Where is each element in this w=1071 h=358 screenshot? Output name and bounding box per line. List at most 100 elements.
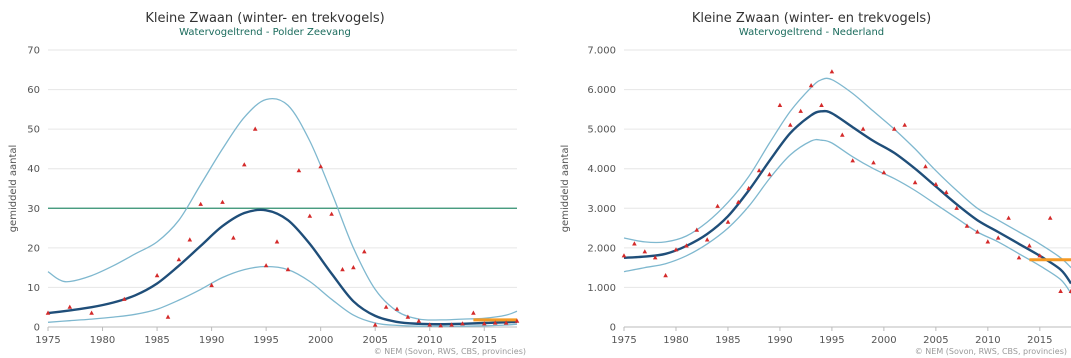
observed-point — [67, 304, 73, 309]
observed-point — [209, 282, 214, 288]
observed-point — [438, 323, 443, 328]
chart-plot: 0 1.000 2.000 3.000 4.000 5.000 6.000 7.000 1975… — [560, 46, 1071, 346]
lower-confidence-line — [623, 138, 1071, 294]
observed-point — [964, 223, 970, 228]
observed-point — [715, 203, 720, 208]
y-tick-label: 1.000 — [587, 283, 616, 294]
observed-point — [694, 227, 700, 232]
lower-confidence-line — [47, 265, 518, 327]
observed-point — [819, 102, 824, 107]
x-tick-label: 1980 — [663, 335, 688, 346]
chart-credit: © NEM (Sovon, RWS, CBS, provincies) — [914, 347, 1067, 356]
y-tick-label: 70 — [27, 46, 40, 57]
observed-point — [492, 320, 498, 325]
observed-point — [471, 310, 476, 315]
observed-point — [427, 322, 432, 327]
y-tick-label: 20 — [27, 243, 40, 254]
upper-confidence-line — [47, 97, 518, 321]
observed-point — [394, 306, 400, 311]
observed-point — [460, 321, 465, 326]
x-tick-label: 2000 — [308, 335, 333, 346]
x-tick-label: 1990 — [199, 335, 224, 346]
x-tick-label: 1975 — [611, 335, 636, 346]
y-tick-label: 0 — [34, 323, 40, 334]
observed-point — [756, 168, 762, 173]
observed-point — [850, 158, 855, 163]
x-tick-label: 1985 — [715, 335, 740, 346]
observed-point — [351, 265, 356, 270]
y-tick-label: 3.000 — [587, 204, 616, 215]
observed-point — [1027, 243, 1032, 248]
observed-point — [736, 199, 741, 204]
x-tick-label: 1985 — [144, 335, 169, 346]
x-tick-label: 1975 — [35, 335, 60, 346]
upper-confidence-line — [623, 77, 1071, 269]
observed-point — [482, 321, 487, 326]
observed-point — [829, 69, 835, 74]
chart-panel-nederland: Kleine Zwaan (winter- en trekvogels) Wat… — [552, 0, 1071, 358]
observed-point — [176, 257, 182, 262]
observed-point — [449, 322, 454, 327]
x-tick-label: 2005 — [923, 335, 948, 346]
y-tick-label: 4.000 — [587, 164, 616, 175]
trend-line — [623, 109, 1071, 285]
observed-point — [187, 237, 193, 242]
observed-point — [840, 132, 845, 137]
y-tick-label: 30 — [27, 204, 40, 215]
observed-point — [1068, 288, 1071, 293]
chart-title: Kleine Zwaan (winter- en trekvogels) — [145, 11, 385, 26]
observed-point — [621, 253, 627, 258]
observed-point — [154, 273, 160, 278]
y-tick-label: 2.000 — [587, 243, 616, 254]
observed-point — [220, 199, 225, 204]
observed-point — [777, 102, 783, 107]
x-tick-label: 1995 — [819, 335, 844, 346]
chart-panel-zeevang: Kleine Zwaan (winter- en trekvogels) Wat… — [0, 0, 530, 358]
observed-point — [340, 267, 345, 272]
observed-point — [383, 304, 389, 309]
observed-point — [632, 241, 637, 246]
chart-credit: © NEM (Sovon, RWS, CBS, provincies) — [373, 347, 526, 356]
observed-point — [242, 162, 247, 167]
observed-point — [808, 83, 814, 88]
trend-line — [47, 208, 518, 326]
observed-point — [45, 310, 51, 315]
observed-point — [933, 181, 939, 187]
observed-point — [954, 205, 959, 210]
observed-point — [372, 322, 378, 327]
observed-point — [405, 314, 411, 319]
observed-point — [198, 201, 203, 206]
observed-point — [944, 189, 949, 195]
observed-point — [892, 126, 897, 131]
observed-point — [1006, 215, 1011, 220]
observed-point — [995, 235, 1001, 240]
observed-point — [1037, 253, 1043, 258]
observed-point — [860, 126, 866, 131]
observed-point — [673, 247, 679, 252]
chart-plot: 0 10 20 30 40 50 60 70 1975 1980 1985 1990 1995 2000 2… — [8, 46, 520, 346]
observed-point — [652, 255, 658, 260]
observed-point — [514, 318, 520, 323]
observed-point — [231, 235, 236, 240]
observed-point — [329, 211, 334, 216]
chart-subtitle: Watervogeltrend - Nederland — [738, 27, 885, 38]
observed-point — [1016, 255, 1022, 260]
observed-point — [881, 170, 887, 175]
chart-title: Kleine Zwaan (winter- en trekvogels) — [691, 11, 932, 26]
observed-point — [274, 239, 280, 244]
x-tick-label: 1995 — [253, 335, 278, 346]
x-tick-label: 1990 — [767, 335, 792, 346]
x-tick-label: 2015 — [472, 335, 497, 346]
y-tick-label: 5.000 — [587, 125, 616, 136]
observed-point — [704, 237, 710, 242]
observed-point — [663, 273, 668, 278]
y-tick-label: 7.000 — [587, 46, 616, 57]
y-axis-label: gemiddeld aantal — [560, 145, 571, 233]
observed-point — [912, 180, 918, 185]
observed-point — [89, 310, 94, 315]
observed-point — [318, 164, 323, 169]
x-tick-label: 2005 — [362, 335, 387, 346]
y-tick-label: 6.000 — [587, 85, 616, 96]
observed-point — [122, 296, 127, 301]
y-axis-label: gemiddeld aantal — [8, 145, 19, 233]
